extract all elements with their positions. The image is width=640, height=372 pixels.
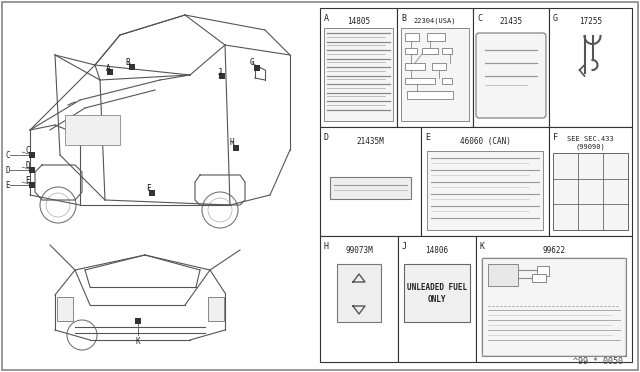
Bar (427, 33, 445, 41)
Bar (549, 8, 632, 127)
Text: E: E (425, 133, 430, 142)
Bar (320, 127, 421, 236)
Text: H: H (230, 138, 234, 147)
Bar (476, 236, 632, 362)
Text: (99090): (99090) (575, 144, 605, 150)
Bar (233, 145, 239, 151)
Bar (422, 48, 438, 54)
Bar (405, 48, 417, 54)
Bar (405, 33, 419, 41)
Text: A: A (106, 64, 110, 73)
Bar (421, 127, 549, 236)
Text: B: B (401, 14, 406, 23)
Bar (427, 151, 543, 230)
Text: 22304(USA): 22304(USA) (413, 18, 456, 24)
Bar (405, 78, 435, 84)
Text: 99622: 99622 (543, 246, 566, 254)
Text: D: D (6, 166, 10, 174)
Text: C: C (26, 145, 30, 154)
Text: 17255: 17255 (579, 16, 602, 26)
Text: G: G (250, 58, 254, 67)
Bar (537, 266, 549, 276)
Bar (532, 274, 546, 282)
Bar (432, 63, 446, 70)
Bar (135, 318, 141, 324)
Bar (129, 64, 135, 70)
Text: 46060 (CAN): 46060 (CAN) (460, 137, 511, 145)
Bar (324, 28, 393, 121)
Bar (29, 182, 35, 188)
Text: J: J (218, 67, 222, 77)
Bar (397, 8, 473, 127)
Text: C: C (6, 151, 10, 160)
Text: UNLEADED FUEL: UNLEADED FUEL (407, 283, 467, 292)
Bar (320, 8, 397, 127)
Text: F: F (146, 183, 150, 192)
Bar (549, 127, 632, 236)
Bar (442, 48, 452, 54)
Text: ONLY: ONLY (428, 295, 446, 305)
Text: D: D (324, 133, 329, 142)
Text: E: E (6, 180, 10, 189)
Bar (149, 190, 155, 196)
Bar (401, 28, 469, 121)
Bar (553, 153, 628, 230)
Bar (330, 177, 411, 199)
Bar (405, 63, 425, 70)
Text: C: C (477, 14, 482, 23)
Bar (442, 78, 452, 84)
Text: D: D (26, 160, 30, 170)
Text: B: B (125, 58, 131, 67)
Bar (29, 152, 35, 158)
Bar (254, 65, 260, 71)
Bar (29, 167, 35, 173)
Text: SEE SEC.433: SEE SEC.433 (567, 136, 614, 142)
Bar (65, 115, 120, 145)
Bar (488, 264, 518, 286)
Text: F: F (553, 133, 558, 142)
Bar (208, 297, 224, 321)
Text: ^99 * 0050: ^99 * 0050 (573, 357, 623, 366)
Text: H: H (324, 242, 329, 251)
Bar (398, 236, 476, 362)
Text: 14806: 14806 (426, 246, 449, 254)
Bar (473, 8, 549, 127)
Text: G: G (553, 14, 558, 23)
Text: E: E (26, 176, 30, 185)
Text: 99073M: 99073M (345, 246, 373, 254)
Bar (337, 264, 381, 322)
FancyBboxPatch shape (476, 33, 546, 118)
Bar (404, 264, 470, 322)
Text: K: K (480, 242, 485, 251)
Text: 21435M: 21435M (356, 137, 385, 145)
Text: 21435: 21435 (499, 16, 523, 26)
Text: K: K (136, 337, 140, 346)
Bar (57, 297, 73, 321)
Bar (107, 69, 113, 75)
Bar (320, 236, 398, 362)
Text: 14805: 14805 (347, 16, 370, 26)
Text: J: J (402, 242, 407, 251)
Bar (482, 258, 626, 356)
Text: A: A (324, 14, 329, 23)
Bar (219, 73, 225, 79)
Bar (407, 91, 453, 99)
